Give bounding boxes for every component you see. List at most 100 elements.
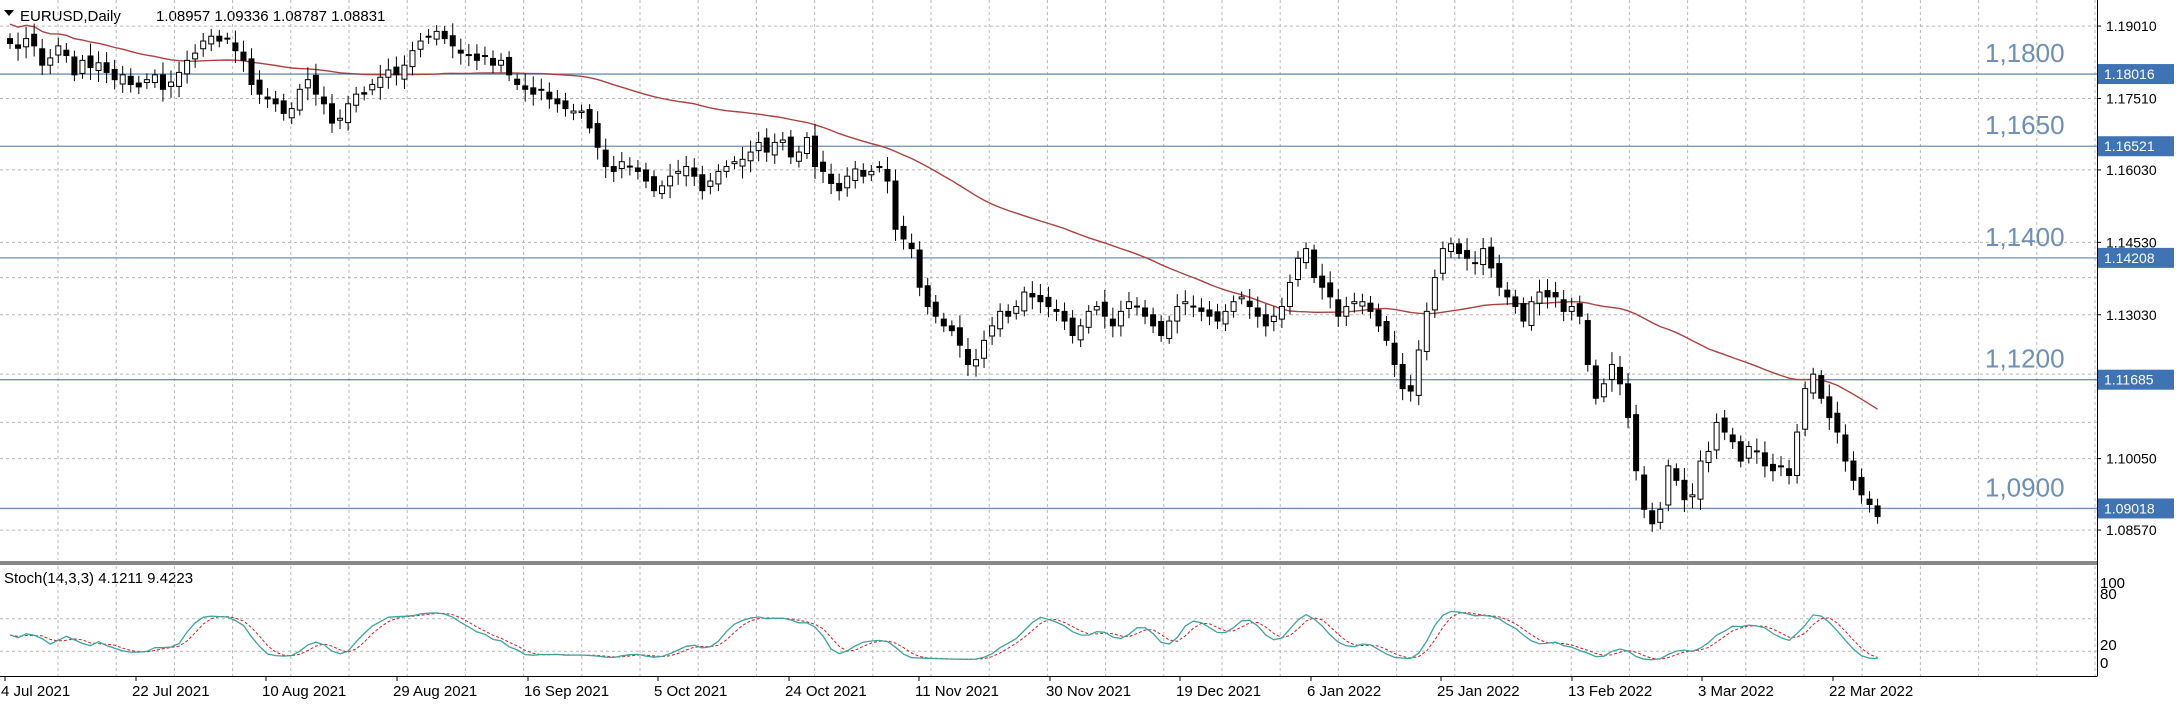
candle-body[interactable] bbox=[1689, 494, 1696, 498]
candle-body[interactable] bbox=[1367, 302, 1374, 312]
candles-layer[interactable] bbox=[7, 23, 1881, 532]
candle-body[interactable] bbox=[739, 158, 746, 167]
candle-body[interactable] bbox=[514, 78, 521, 85]
candle-body[interactable] bbox=[457, 49, 464, 54]
candle-body[interactable] bbox=[763, 137, 770, 153]
candle-body[interactable] bbox=[844, 175, 851, 189]
candle-body[interactable] bbox=[1504, 289, 1511, 298]
candle-body[interactable] bbox=[409, 50, 416, 68]
candle-body[interactable] bbox=[1278, 306, 1285, 320]
candle-body[interactable] bbox=[272, 98, 279, 105]
candle-body[interactable] bbox=[723, 166, 730, 172]
candle-body[interactable] bbox=[465, 54, 472, 57]
candle-body[interactable] bbox=[1544, 290, 1551, 298]
candle-body[interactable] bbox=[1013, 306, 1020, 314]
candle-body[interactable] bbox=[296, 88, 303, 111]
candle-body[interactable] bbox=[1786, 468, 1793, 477]
candle-body[interactable] bbox=[836, 182, 843, 192]
candle-body[interactable] bbox=[1480, 248, 1487, 266]
candle-body[interactable] bbox=[924, 285, 931, 308]
candle-body[interactable] bbox=[1093, 306, 1100, 311]
candle-body[interactable] bbox=[940, 318, 947, 327]
candle-body[interactable] bbox=[184, 59, 191, 75]
candle-body[interactable] bbox=[1842, 434, 1849, 462]
candle-body[interactable] bbox=[1166, 320, 1173, 339]
candle-body[interactable] bbox=[353, 93, 360, 106]
candle-body[interactable] bbox=[63, 49, 70, 57]
candle-body[interactable] bbox=[1568, 306, 1575, 312]
candle-body[interactable] bbox=[1488, 246, 1495, 269]
candle-body[interactable] bbox=[135, 82, 142, 88]
candle-body[interactable] bbox=[208, 35, 215, 45]
candle-body[interactable] bbox=[884, 168, 891, 182]
candle-body[interactable] bbox=[1560, 299, 1567, 312]
candle-body[interactable] bbox=[1657, 508, 1664, 523]
candle-body[interactable] bbox=[659, 185, 666, 195]
candle-body[interactable] bbox=[425, 35, 432, 38]
triangle-down-icon[interactable] bbox=[4, 10, 14, 16]
candle-body[interactable] bbox=[812, 135, 818, 168]
candle-body[interactable] bbox=[1190, 305, 1197, 308]
candle-body[interactable] bbox=[1150, 314, 1157, 327]
candle-body[interactable] bbox=[1101, 301, 1108, 317]
candle-body[interactable] bbox=[771, 141, 778, 156]
candle-body[interactable] bbox=[401, 64, 408, 80]
candle-body[interactable] bbox=[1037, 294, 1044, 303]
candle-body[interactable] bbox=[103, 62, 110, 73]
candle-body[interactable] bbox=[618, 161, 625, 169]
candle-body[interactable] bbox=[304, 79, 311, 89]
candle-body[interactable] bbox=[1447, 243, 1454, 253]
candle-body[interactable] bbox=[868, 170, 875, 176]
candle-body[interactable] bbox=[1415, 349, 1422, 396]
candle-body[interactable] bbox=[264, 96, 271, 100]
candle-body[interactable] bbox=[586, 109, 593, 129]
candle-body[interactable] bbox=[15, 44, 22, 49]
candle-body[interactable] bbox=[1834, 412, 1841, 433]
candle-body[interactable] bbox=[1625, 383, 1632, 419]
candle-body[interactable] bbox=[1198, 307, 1205, 312]
candle-body[interactable] bbox=[1584, 320, 1591, 365]
candle-body[interactable] bbox=[1238, 296, 1245, 300]
candle-body[interactable] bbox=[1721, 417, 1728, 433]
candle-body[interactable] bbox=[699, 174, 706, 192]
candle-body[interactable] bbox=[159, 74, 166, 90]
candle-body[interactable] bbox=[731, 161, 738, 165]
candle-body[interactable] bbox=[288, 108, 295, 119]
candle-body[interactable] bbox=[192, 52, 199, 60]
candle-body[interactable] bbox=[1319, 275, 1326, 288]
candle-body[interactable] bbox=[1439, 248, 1446, 274]
candle-body[interactable] bbox=[1085, 310, 1092, 328]
candle-body[interactable] bbox=[31, 33, 38, 47]
candle-body[interactable] bbox=[7, 38, 13, 44]
candle-body[interactable] bbox=[1311, 249, 1318, 279]
candle-body[interactable] bbox=[1472, 262, 1479, 265]
candle-body[interactable] bbox=[892, 180, 899, 230]
candle-body[interactable] bbox=[1399, 363, 1406, 390]
candle-body[interactable] bbox=[143, 79, 150, 84]
candle-body[interactable] bbox=[651, 176, 657, 192]
candle-body[interactable] bbox=[1850, 460, 1857, 481]
candle-body[interactable] bbox=[1464, 250, 1471, 259]
candle-body[interactable] bbox=[1858, 476, 1865, 496]
candle-body[interactable] bbox=[795, 151, 802, 162]
candle-body[interactable] bbox=[852, 168, 859, 182]
candle-body[interactable] bbox=[232, 42, 239, 52]
candle-body[interactable] bbox=[1592, 365, 1599, 399]
candle-body[interactable] bbox=[1866, 498, 1873, 505]
candle-body[interactable] bbox=[1528, 301, 1535, 326]
candle-body[interactable] bbox=[224, 37, 231, 40]
candle-body[interactable] bbox=[1327, 282, 1334, 298]
candle-body[interactable] bbox=[803, 137, 810, 155]
candle-body[interactable] bbox=[1810, 373, 1817, 394]
candle-body[interactable] bbox=[981, 339, 988, 359]
candle-body[interactable] bbox=[216, 35, 223, 42]
candle-body[interactable] bbox=[248, 58, 255, 85]
candle-body[interactable] bbox=[1681, 479, 1688, 501]
candle-body[interactable] bbox=[1335, 299, 1342, 317]
candle-body[interactable] bbox=[95, 62, 102, 71]
candle-body[interactable] bbox=[71, 56, 78, 76]
candle-body[interactable] bbox=[900, 225, 907, 240]
candle-body[interactable] bbox=[320, 96, 327, 105]
candle-body[interactable] bbox=[1174, 306, 1181, 322]
candle-body[interactable] bbox=[361, 92, 368, 95]
